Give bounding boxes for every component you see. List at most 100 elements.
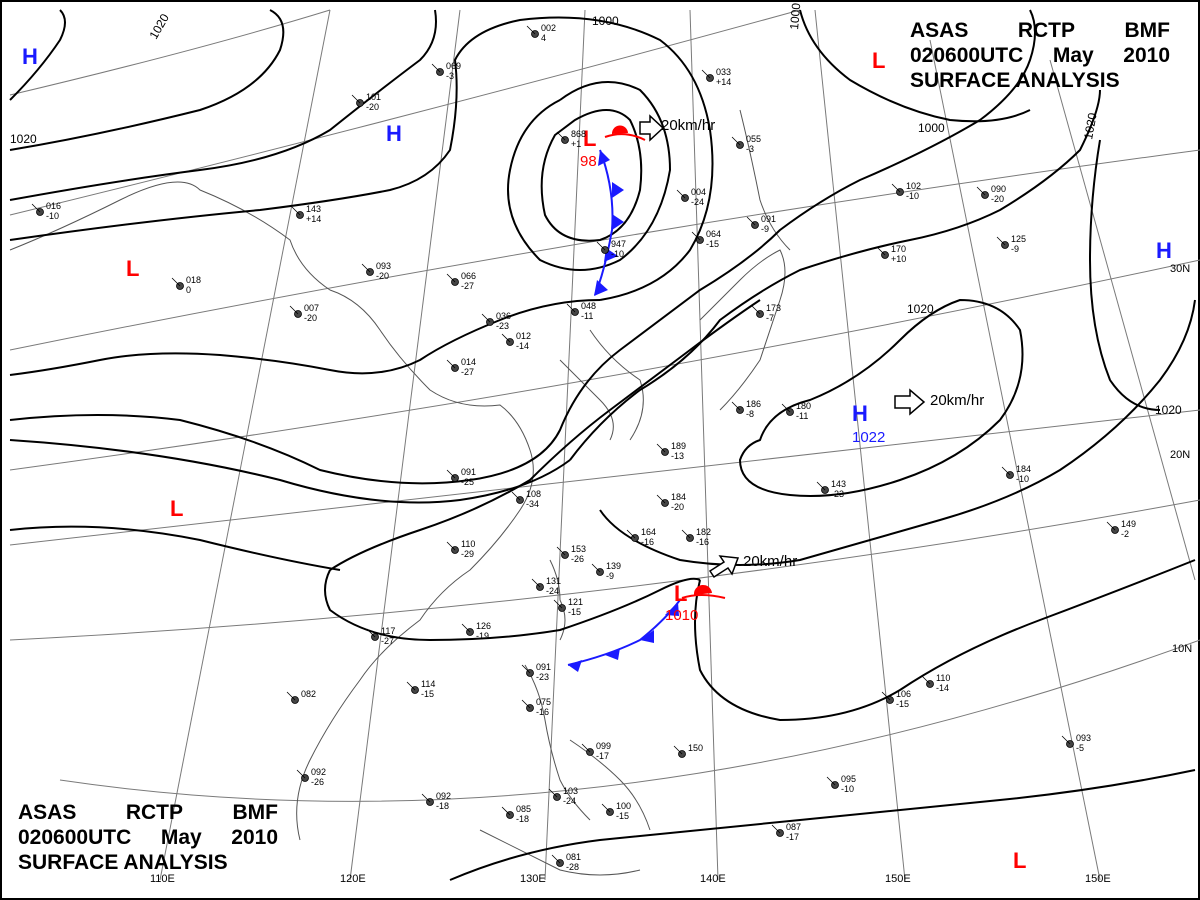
station-tendency: -13 <box>671 451 684 461</box>
station-tendency: -23 <box>496 321 509 331</box>
station-tendency: 4 <box>541 33 546 43</box>
station-tendency: -11 <box>796 411 808 421</box>
station-pressure: 110 <box>936 673 950 683</box>
warm-front-bump <box>611 125 628 134</box>
warm-front-north <box>604 125 646 141</box>
station-tendency: -24 <box>546 586 559 596</box>
station-plot: 125-9 <box>996 234 1026 254</box>
station-pressure: 033 <box>716 67 731 77</box>
station-tendency: -34 <box>526 499 539 509</box>
station-plot: 121-15 <box>553 597 583 617</box>
station-plot: 100-15 <box>601 801 631 821</box>
station-pressure: 126 <box>476 621 491 631</box>
station-pressure: 101 <box>366 92 381 102</box>
station-plot: 117-27 <box>366 626 395 646</box>
station-tendency: -23 <box>831 489 844 499</box>
station-tendency: -3 <box>446 71 454 81</box>
wind-barb <box>351 94 361 104</box>
station-tendency: -10 <box>611 249 624 259</box>
station-tendency: +10 <box>891 254 906 264</box>
station-tendency: -16 <box>536 707 549 717</box>
cold-front-barb <box>594 280 608 296</box>
low-center: L <box>872 48 885 73</box>
station-pressure: 014 <box>461 357 476 367</box>
wind-barb <box>731 136 741 146</box>
station-pressure: 184 <box>671 492 686 502</box>
station-tendency: -23 <box>536 672 549 682</box>
station-tendency: -8 <box>746 409 754 419</box>
station-plot: 180-11 <box>781 401 811 421</box>
station-plot: 186-8 <box>731 399 761 419</box>
station-plot: 101-20 <box>351 92 381 112</box>
station-tendency: -16 <box>641 537 654 547</box>
wind-barb <box>511 491 521 501</box>
station-tendency: -10 <box>906 191 919 201</box>
station-plot: 153-26 <box>556 544 586 564</box>
wind-barb <box>526 25 536 35</box>
isobar-label: 1000 <box>592 14 619 28</box>
station-plot: 126-19 <box>461 621 491 641</box>
station-pressure: 007 <box>304 303 319 313</box>
station-pressure: 143 <box>831 479 846 489</box>
station-plot: 004-24 <box>676 187 706 207</box>
station-tendency: -3 <box>746 144 754 154</box>
wind-barb <box>289 305 299 315</box>
station-plot: 189-13 <box>656 441 686 461</box>
wind-barb <box>291 206 301 216</box>
station-pressure: 150 <box>688 743 703 753</box>
wind-barb <box>521 664 531 674</box>
station-tendency: 0 <box>186 285 191 295</box>
station-plot: 150 <box>673 743 703 758</box>
station-plot: 110-14 <box>921 673 950 693</box>
low-center-value: 1010 <box>665 607 698 624</box>
station-tendency: -26 <box>571 554 584 564</box>
motion-arrow-east: 20km/hr <box>894 388 984 416</box>
station-pressure: 173 <box>766 303 781 313</box>
station-tendency: -19 <box>476 631 489 641</box>
station-plot: 143+14 <box>291 204 321 224</box>
station-plot: 947-10 <box>596 239 626 259</box>
station-pressure: 095 <box>841 774 856 784</box>
wind-barb <box>501 333 511 343</box>
wind-barb <box>446 359 456 369</box>
wind-barb <box>816 481 826 491</box>
cold-front-barb <box>640 630 654 643</box>
header-station: RCTP <box>1017 19 1076 42</box>
cold-front-barb <box>665 602 679 616</box>
station-pressure: 093 <box>1076 733 1091 743</box>
wind-barb <box>521 699 531 709</box>
station-plot: 090-20 <box>976 184 1006 204</box>
footer-agency: ASAS <box>18 801 77 824</box>
station-tendency: -20 <box>671 502 684 512</box>
latitude-label: 20N <box>1170 449 1190 461</box>
wind-barb <box>548 788 558 798</box>
isobar-label: 1020 <box>146 11 172 41</box>
station-tendency: -5 <box>1076 743 1084 753</box>
station-pressure: 947 <box>611 239 626 249</box>
wind-barb <box>701 69 711 79</box>
station-plot: 170+10 <box>876 244 906 264</box>
high-center: H <box>1156 238 1172 263</box>
station-pressure: 087 <box>786 822 801 832</box>
motion-label: 20km/hr <box>930 392 984 409</box>
wind-barb <box>746 216 756 226</box>
station-plot: 085-18 <box>501 804 531 824</box>
station-tendency: -28 <box>566 862 579 872</box>
station-tendency: -10 <box>1016 474 1029 484</box>
wind-barb <box>751 305 761 315</box>
warm-front-bump <box>693 584 712 595</box>
wind-barb <box>366 628 376 638</box>
wind-barb <box>31 203 41 213</box>
station-pressure: 012 <box>516 331 531 341</box>
station-tendency: -14 <box>936 683 949 693</box>
station-plot: 069-3 <box>431 61 461 81</box>
station-plot: 033+14 <box>701 67 731 87</box>
station-plot: 012-14 <box>501 331 531 351</box>
station-tendency: -27 <box>461 367 474 377</box>
station-pressure: 149 <box>1121 519 1136 529</box>
station-tendency: -26 <box>311 777 324 787</box>
wind-barb <box>781 403 791 413</box>
cold-front-barb <box>568 660 582 672</box>
wind-barb <box>881 691 891 701</box>
station-tendency: -14 <box>516 341 529 351</box>
